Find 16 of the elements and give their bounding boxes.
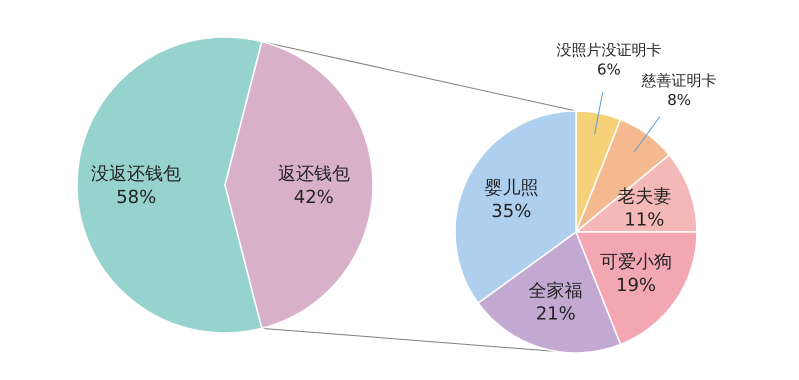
slice-label: 慈善证明卡 (640, 72, 717, 90)
data-label: 35% (491, 201, 532, 222)
data-label: 8% (667, 91, 692, 110)
slice-label: 全家福 (528, 280, 583, 302)
data-label: 21% (536, 304, 576, 325)
data-label: 11% (624, 209, 664, 230)
data-label: 6% (596, 60, 621, 79)
slice-label: 没返还钱包 (91, 164, 182, 185)
slice-label: 返还钱包 (278, 164, 350, 185)
slice-label: 可爱小狗 (600, 251, 672, 272)
data-label: 19% (616, 274, 656, 296)
slice-label: 老夫妻 (617, 186, 672, 208)
slice-label: 没照片没证明卡 (556, 41, 662, 60)
data-label: 42% (294, 187, 334, 208)
slice-label: 婴儿照 (484, 178, 538, 199)
data-label: 58% (116, 187, 156, 208)
